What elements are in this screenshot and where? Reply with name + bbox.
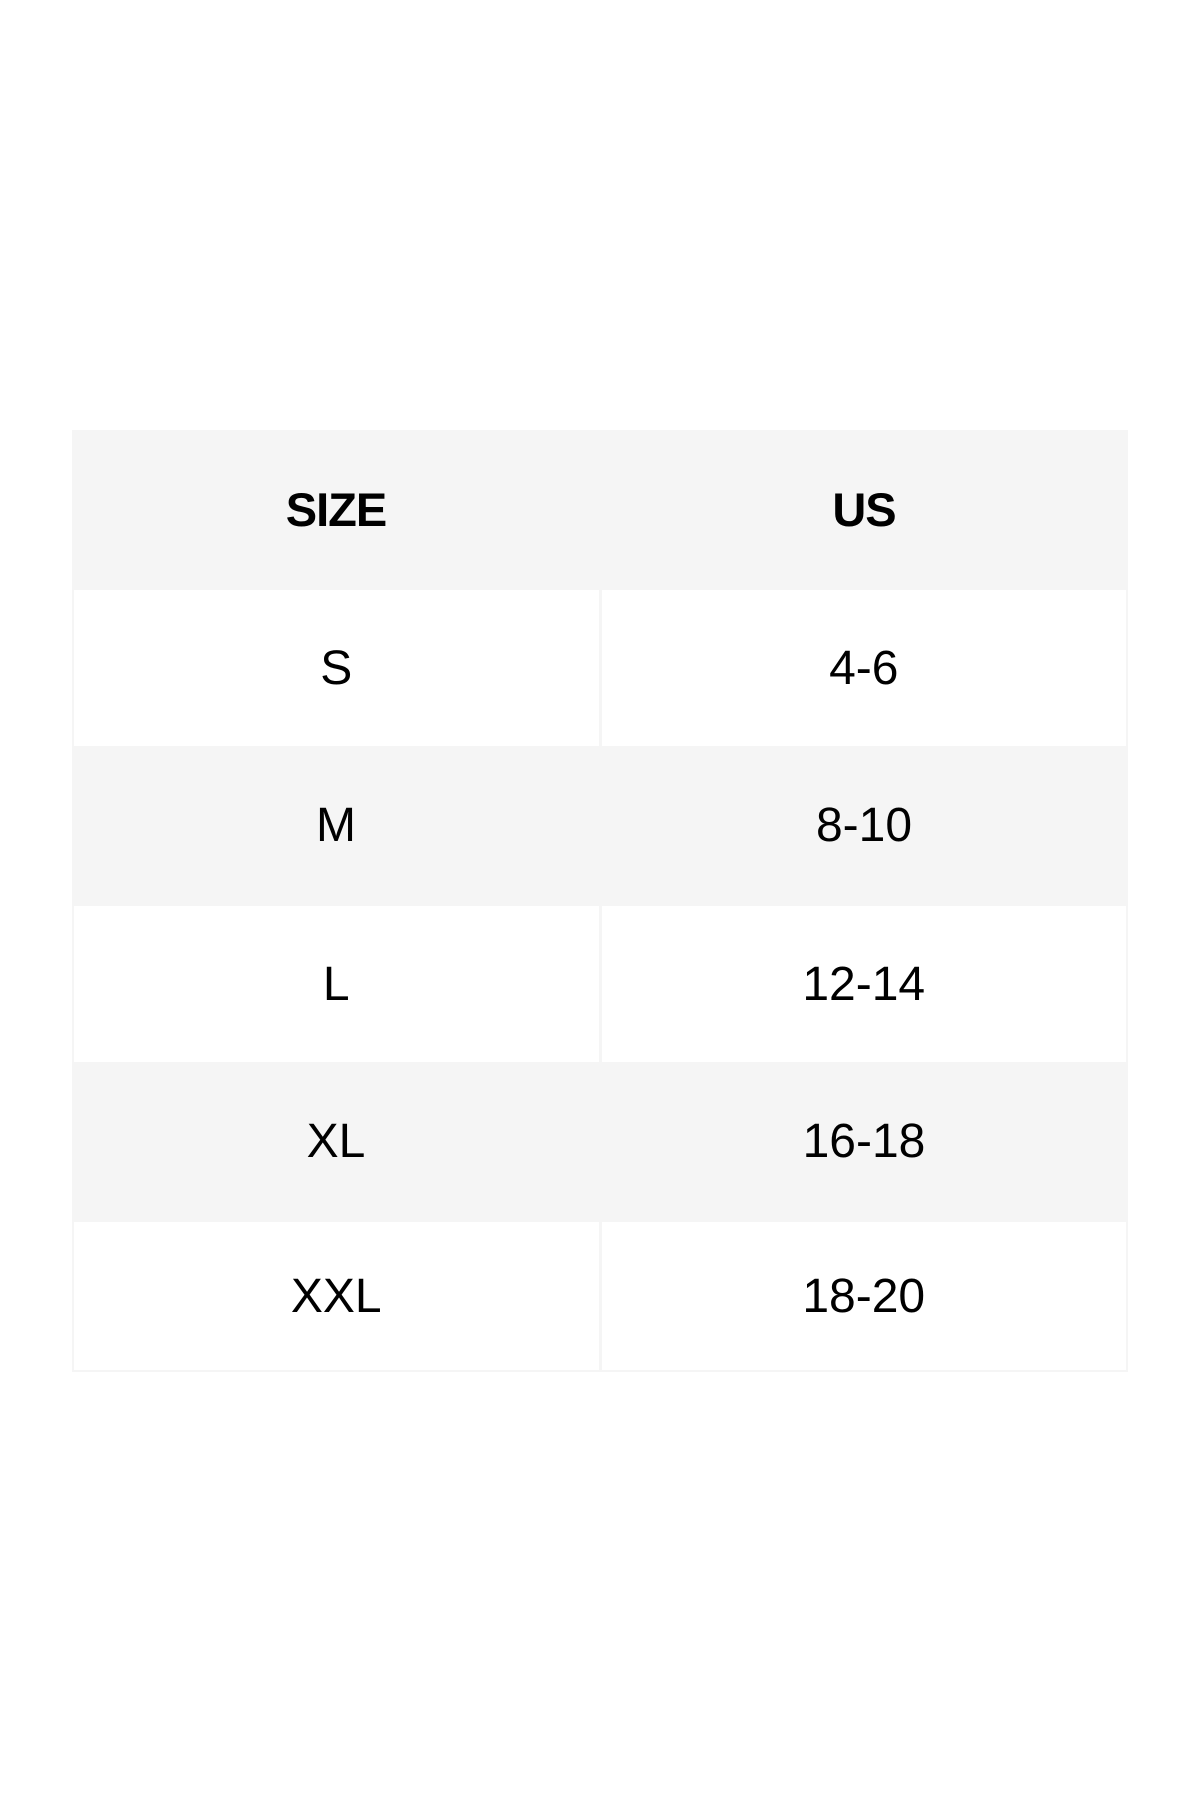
size-cell: XXL <box>74 1222 599 1370</box>
header-us: US <box>832 482 896 536</box>
table-row: S 4-6 <box>72 588 1128 746</box>
table-row: M 8-10 <box>72 746 1128 904</box>
table-row: L 12-14 <box>72 904 1128 1062</box>
size-cell: XL <box>306 1114 366 1168</box>
us-cell: 18-20 <box>601 1222 1126 1370</box>
us-cell: 12-14 <box>601 906 1126 1062</box>
us-cell: 4-6 <box>601 590 1126 746</box>
size-cell: M <box>316 798 356 852</box>
table-row: XXL 18-20 <box>72 1220 1128 1372</box>
header-size: SIZE <box>285 482 387 536</box>
size-cell: L <box>74 906 599 1062</box>
size-cell: S <box>74 590 599 746</box>
us-cell: 8-10 <box>815 798 913 852</box>
us-cell: 16-18 <box>802 1114 926 1168</box>
table-row: XL 16-18 <box>72 1062 1128 1220</box>
size-chart-table: SIZE US S 4-6 M 8-10 L 12-14 XL 16-18 XX… <box>72 430 1128 1372</box>
table-header: SIZE US <box>72 430 1128 588</box>
